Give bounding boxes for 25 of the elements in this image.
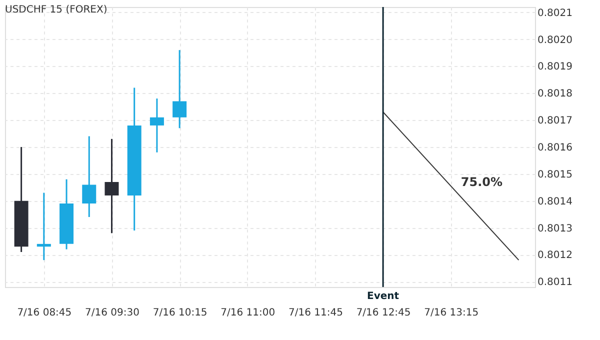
y-tick-label: 0.8012: [538, 250, 572, 262]
y-tick-label: 0.8017: [538, 116, 572, 127]
ref-line-label: Event: [367, 291, 400, 302]
x-tick-label: 7/16 09:30: [85, 308, 140, 318]
y-tick-label: 0.8016: [538, 142, 572, 154]
y-tick-label: 0.8019: [538, 62, 572, 73]
y-tick-label: 0.8011: [538, 277, 572, 288]
chart-title: USDCHF 15 (FOREX): [5, 4, 108, 16]
annotation: 75.0%: [460, 175, 503, 190]
y-tick-label: 0.8018: [538, 88, 572, 100]
y-tick-label: 0.8013: [538, 223, 572, 234]
candlestick: [150, 98, 164, 154]
x-tick-label: 7/16 10:15: [152, 308, 208, 318]
x-tick-label: 7/16 08:45: [17, 308, 72, 318]
y-tick-label: 0.8014: [538, 196, 572, 208]
candlestick: [36, 192, 51, 261]
x-tick-label: 7/16 11:45: [288, 308, 343, 318]
y-tick-label: 0.8015: [538, 169, 572, 180]
y-tick-label: 0.8020: [538, 34, 572, 46]
candlestick: [172, 49, 187, 129]
x-tick-label: 7/16 13:15: [424, 308, 479, 318]
x-tick-label: 7/16 12:45: [356, 308, 411, 318]
x-tick-label: 7/16 11:00: [220, 308, 276, 318]
y-tick-label: 0.8021: [538, 8, 572, 19]
candlestick: [82, 135, 96, 218]
